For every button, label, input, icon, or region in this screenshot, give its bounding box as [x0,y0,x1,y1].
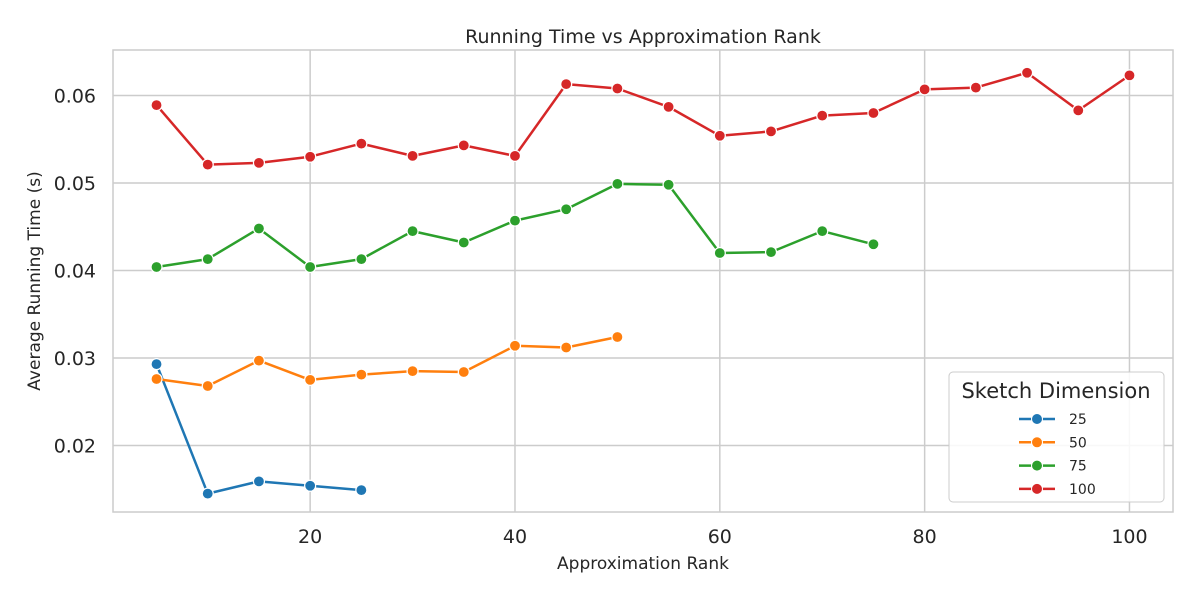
legend-label-25: 25 [1069,412,1087,428]
data-point-75 [560,203,573,216]
series-50 [150,330,624,393]
data-point-100 [1020,66,1034,79]
data-point-75 [867,238,880,251]
series-line-100 [155,71,1131,166]
legend-title: Sketch Dimension [961,379,1150,403]
data-point-50 [457,365,470,379]
legend-label-100: 100 [1069,482,1096,498]
data-point-75 [662,178,675,191]
x-axis-ticks: 20 40 60 80 100 [298,526,1148,548]
y-tick-label: 0.05 [54,173,96,195]
y-tick-label: 0.03 [54,348,96,370]
data-point-75 [201,253,214,266]
data-point-100 [201,158,214,171]
data-point-25 [252,475,266,488]
data-point-100 [1123,69,1136,82]
y-axis-label: Average Running Time (s) [25,171,45,390]
legend-label-50: 50 [1069,435,1087,451]
legend-marker-75 [1031,459,1043,472]
y-axis-ticks: 0.02 0.03 0.04 0.05 0.06 [54,86,96,458]
x-tick-label: 60 [708,526,732,548]
data-point-50 [508,339,522,352]
legend: Sketch Dimension 25 50 75 100 [948,371,1165,503]
data-point-75 [764,246,778,259]
data-point-100 [918,83,931,96]
data-point-75 [252,222,266,235]
legend-box [948,371,1165,503]
x-tick-label: 80 [913,526,937,548]
legend-marker-100 [1031,482,1043,495]
legend-items: 25 50 75 100 [1019,412,1096,498]
legend-marker-50 [1031,436,1043,449]
series-line-50 [155,335,619,388]
data-point-100 [867,106,880,120]
data-point-50 [560,341,573,354]
data-point-100 [252,156,266,169]
data-point-100 [611,82,624,95]
data-point-100 [713,129,726,142]
data-point-25 [304,479,317,492]
data-point-25 [355,484,368,497]
data-point-100 [969,81,982,94]
data-point-100 [355,137,368,150]
data-point-75 [406,225,419,238]
data-point-50 [252,354,266,367]
series-25 [150,358,368,500]
data-point-75 [816,225,829,238]
chart-title: Running Time vs Approximation Rank [465,26,821,48]
y-tick-label: 0.04 [54,261,96,283]
data-point-75 [457,236,470,249]
data-point-100 [816,109,829,122]
data-point-75 [611,177,624,190]
y-tick-label: 0.06 [54,86,96,108]
data-point-50 [150,372,163,386]
data-point-25 [201,487,214,500]
series-group [150,66,1136,500]
data-point-75 [355,253,368,266]
data-point-50 [611,330,624,344]
legend-label-75: 75 [1069,459,1087,475]
plot-frame [112,49,1174,513]
data-point-100 [1072,104,1085,117]
data-point-100 [406,149,419,162]
data-point-100 [764,125,778,138]
legend-marker-25 [1031,413,1043,425]
data-point-100 [304,150,317,163]
data-point-100 [457,139,470,152]
data-point-75 [508,214,522,227]
data-point-50 [304,373,317,386]
data-point-50 [201,379,214,393]
data-point-50 [406,365,419,378]
data-point-50 [355,368,368,381]
x-tick-label: 40 [503,526,527,548]
data-point-25 [150,358,163,371]
data-point-75 [713,246,726,260]
data-point-75 [150,260,163,274]
series-100 [150,66,1136,171]
series-75 [150,177,880,274]
data-point-100 [662,100,675,113]
data-point-100 [508,149,522,162]
grid-lines [113,50,1173,512]
x-tick-label: 100 [1111,526,1147,548]
data-point-100 [560,78,573,91]
data-point-100 [150,99,163,112]
data-point-75 [304,260,317,274]
x-tick-label: 20 [298,526,322,548]
x-axis-label: Approximation Rank [557,554,729,574]
y-tick-label: 0.02 [54,436,96,458]
